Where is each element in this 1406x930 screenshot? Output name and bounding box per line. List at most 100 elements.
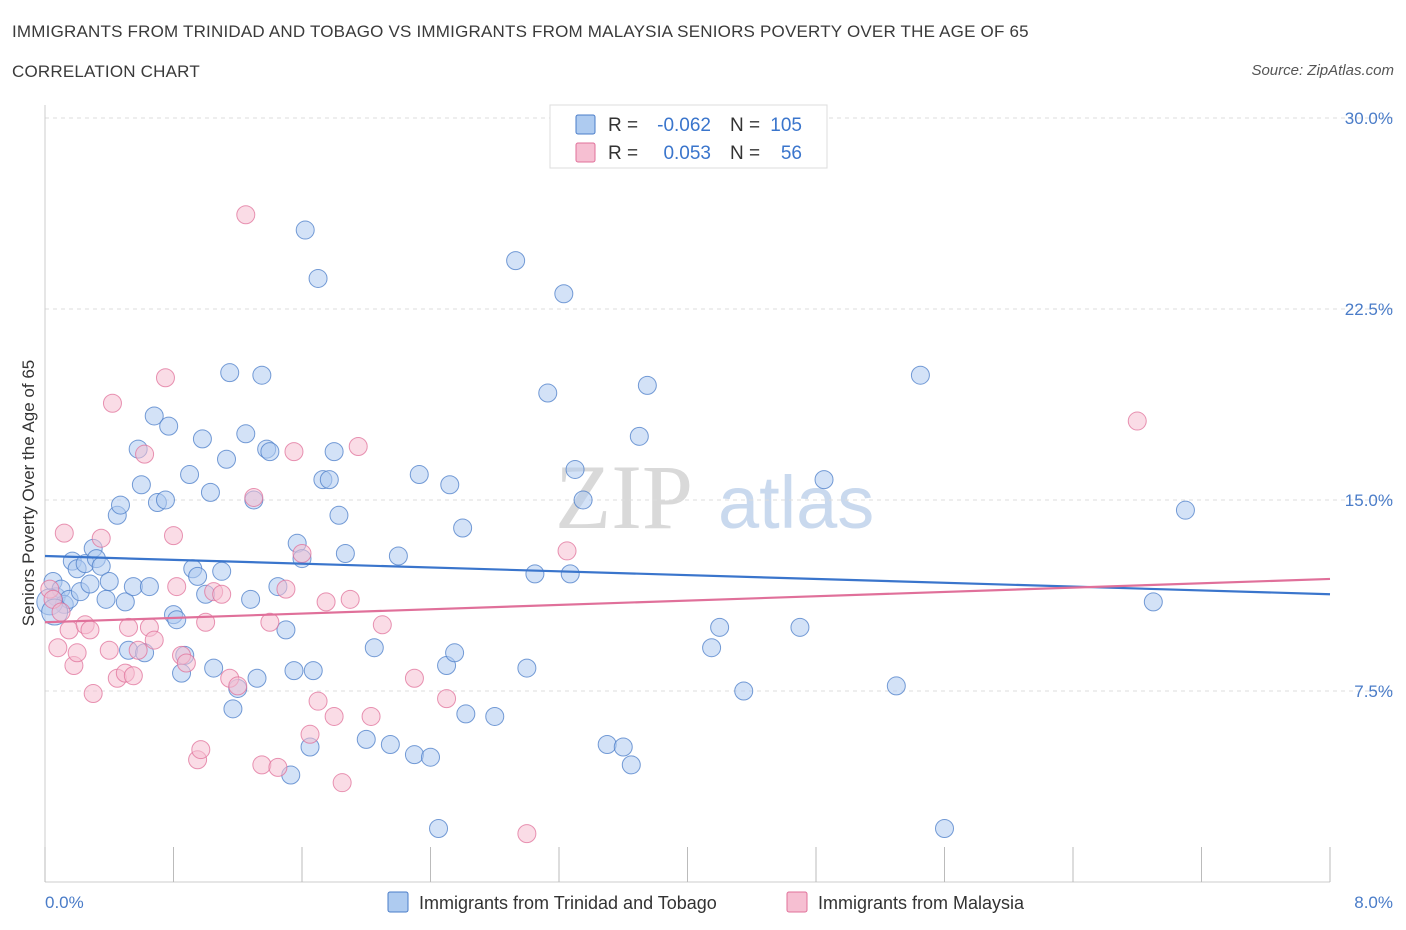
point-trinidad-tobago (204, 658, 224, 678)
point-trinidad-tobago (565, 459, 585, 479)
point-malaysia (236, 205, 256, 225)
point-malaysia (252, 755, 272, 775)
point-trinidad-tobago (560, 564, 580, 584)
point-malaysia (99, 640, 119, 660)
point-malaysia (268, 757, 288, 777)
point-trinidad-tobago (303, 661, 323, 681)
point-malaysia (80, 620, 100, 640)
point-malaysia (119, 617, 139, 637)
point-malaysia (167, 577, 187, 597)
point-trinidad-tobago (356, 729, 376, 749)
point-malaysia (260, 612, 280, 632)
point-malaysia (372, 615, 392, 635)
point-malaysia (300, 724, 320, 744)
stats-n-label-0: N = (730, 115, 760, 136)
y-tick-label: 22.5% (1345, 300, 1393, 319)
chart-title: IMMIGRANTS FROM TRINIDAD AND TOBAGO VS I… (12, 22, 1029, 41)
point-trinidad-tobago (910, 365, 930, 385)
y-tick-label: 30.0% (1345, 109, 1393, 128)
point-trinidad-tobago (734, 681, 754, 701)
point-trinidad-tobago (276, 620, 296, 640)
point-trinidad-tobago (188, 566, 208, 586)
trendline-malaysia (44, 577, 1331, 624)
point-trinidad-tobago (554, 284, 574, 304)
point-malaysia (244, 487, 264, 507)
stats-r-value-0: -0.062 (657, 115, 711, 136)
point-trinidad-tobago (421, 747, 440, 767)
point-trinidad-tobago (329, 505, 349, 525)
point-trinidad-tobago (613, 737, 633, 757)
point-malaysia (164, 526, 183, 546)
point-malaysia (212, 584, 232, 604)
point-trinidad-tobago (935, 819, 954, 839)
stats-legend-box (549, 104, 828, 169)
point-trinidad-tobago (440, 475, 460, 495)
point-trinidad-tobago (456, 704, 476, 724)
point-trinidad-tobago (506, 251, 526, 271)
point-trinidad-tobago (139, 577, 159, 597)
point-trinidad-tobago (814, 470, 834, 490)
point-malaysia (437, 689, 457, 709)
point-trinidad-tobago (96, 589, 116, 609)
point-trinidad-tobago (380, 734, 400, 754)
point-trinidad-tobago (80, 574, 100, 594)
point-malaysia (48, 638, 68, 658)
point-trinidad-tobago (99, 571, 119, 591)
point-malaysia (51, 602, 71, 622)
point-trinidad-tobago (409, 465, 429, 485)
stats-r-label-1: R = (608, 143, 638, 164)
point-malaysia (59, 620, 79, 640)
bottom-legend: Immigrants from Trinidad and Tobago Immi… (387, 891, 1025, 913)
chart-subtitle: CORRELATION CHART (12, 62, 200, 81)
point-trinidad-tobago (637, 375, 657, 395)
point-trinidad-tobago (629, 426, 649, 446)
point-trinidad-tobago (485, 706, 505, 726)
point-trinidad-tobago (236, 424, 256, 444)
point-malaysia (276, 579, 296, 599)
y-tick-label: 15.0% (1345, 491, 1393, 510)
point-trinidad-tobago (223, 699, 243, 719)
point-trinidad-tobago (167, 610, 187, 630)
point-trinidad-tobago (200, 482, 220, 502)
point-malaysia (557, 541, 577, 561)
point-trinidad-tobago (1175, 500, 1195, 520)
point-malaysia (191, 740, 211, 760)
point-trinidad-tobago (144, 406, 164, 426)
stats-n-label-1: N = (730, 143, 760, 164)
point-trinidad-tobago (241, 589, 261, 609)
point-malaysia (228, 676, 248, 696)
point-trinidad-tobago (517, 658, 537, 678)
trendline-trinidad-tobago (44, 554, 1331, 596)
point-trinidad-tobago (790, 617, 810, 637)
point-trinidad-tobago (525, 564, 545, 584)
point-trinidad-tobago (388, 546, 408, 566)
point-trinidad-tobago (453, 518, 473, 538)
point-trinidad-tobago (324, 442, 344, 462)
point-trinidad-tobago (621, 755, 641, 775)
legend-label-trinidad-tobago: Immigrants from Trinidad and Tobago (419, 893, 717, 913)
point-trinidad-tobago (597, 734, 617, 754)
legend-swatch-malaysia (786, 891, 808, 913)
watermark-atlas: atlas (718, 461, 874, 544)
point-malaysia (361, 706, 381, 726)
point-malaysia (284, 442, 304, 462)
stats-r-value-1: 0.053 (663, 143, 711, 164)
point-trinidad-tobago (1143, 592, 1163, 612)
point-trinidad-tobago (252, 365, 272, 385)
point-trinidad-tobago (404, 745, 424, 765)
point-trinidad-tobago (180, 465, 200, 485)
point-malaysia (404, 668, 424, 688)
point-malaysia (102, 393, 122, 413)
point-malaysia (348, 437, 368, 457)
point-trinidad-tobago (445, 643, 465, 663)
point-trinidad-tobago (335, 543, 355, 563)
point-trinidad-tobago (429, 819, 449, 839)
stats-r-label-0: R = (608, 115, 638, 136)
y-tick-label: 7.5% (1354, 682, 1393, 701)
point-malaysia (54, 523, 74, 543)
point-trinidad-tobago (260, 442, 280, 462)
point-trinidad-tobago (220, 363, 240, 383)
stats-n-value-1: 56 (781, 143, 802, 164)
y-tick-labels: 7.5% 15.0% 22.5% 30.0% (1345, 109, 1393, 701)
